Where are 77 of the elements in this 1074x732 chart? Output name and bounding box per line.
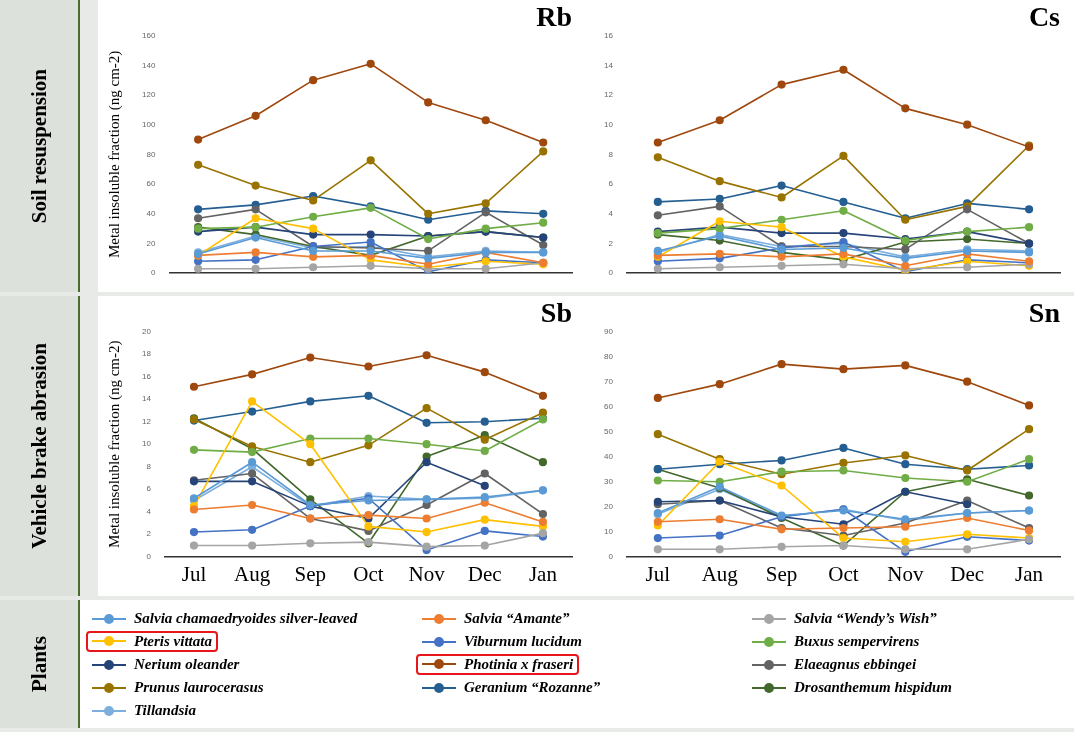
x-tick-label: Jan (1015, 561, 1044, 586)
y-tick-label: 8 (608, 149, 614, 159)
y-tick-label: 12 (141, 416, 152, 426)
x-tick-label: Dec (950, 561, 985, 586)
y-tick-label: 10 (603, 526, 614, 536)
y-tick-label: 80 (146, 149, 156, 159)
legend-title: Plants (26, 635, 52, 692)
y-tick-label: 14 (141, 394, 152, 404)
legend-label: Salvia chamaedryoides silver-leaved (134, 610, 358, 627)
x-tick-label: Sep (765, 561, 798, 586)
highlight-outline: Pteris vittata (86, 630, 218, 653)
y-tick-label: 30 (603, 476, 614, 486)
y-tick-label: 10 (603, 119, 614, 129)
legend-label: Nerium oleander (134, 656, 240, 673)
x-tick-label: Oct (828, 561, 859, 586)
y-tick-label: 160 (141, 30, 156, 40)
legend-label: Buxus sempervirens (794, 633, 920, 650)
y-tick-label: 14 (603, 60, 614, 70)
x-tick-label: Jul (181, 561, 207, 586)
y-tick-label: 20 (603, 501, 614, 511)
y-axis-title: Metal insoluble fraction (ng cm-2) (105, 340, 123, 548)
y-tick-label: 18 (141, 349, 152, 359)
legend-label: Geranium “Rozanne” (464, 679, 601, 696)
x-tick-label: Sep (294, 561, 327, 586)
legend-label: Elaeagnus ebbingei (794, 656, 917, 673)
legend-label: Prunus laurocerasus (134, 679, 264, 696)
y-tick-label: 16 (603, 30, 614, 40)
legend-label: Drosanthemum hispidum (794, 679, 952, 696)
x-tick-label: Aug (701, 561, 739, 586)
x-tick-label: Nov (408, 561, 446, 586)
y-tick-label: 0 (146, 552, 152, 561)
chart-title: Cs (1028, 1, 1061, 33)
y-tick-label: 50 (603, 426, 614, 436)
y-tick-label: 2 (608, 238, 614, 248)
x-tick-label: Nov (887, 561, 924, 586)
legend-label: Tillandsia (134, 702, 196, 719)
y-tick-label: 140 (141, 60, 156, 70)
legend-label: Viburnum lucidum (464, 633, 582, 650)
text: Soil resuspension (26, 68, 52, 224)
y-tick-label: 10 (141, 439, 152, 449)
y-tick-label: 70 (603, 376, 614, 386)
y-tick-label: 90 (603, 326, 614, 336)
y-axis-title: Metal insoluble fraction (ng cm-2) (105, 50, 123, 259)
y-tick-label: 12 (603, 90, 614, 100)
y-tick-label: 20 (141, 326, 152, 336)
y-tick-label: 4 (608, 209, 614, 218)
highlight-outline: Photinia x fraseri (416, 653, 580, 676)
y-tick-label: 16 (141, 371, 152, 381)
y-tick-label: 100 (141, 119, 156, 129)
y-tick-label: 4 (146, 506, 152, 516)
text: Vehicle brake abrasion (26, 343, 52, 549)
legend-label: Salvia “Amante” (464, 610, 570, 627)
x-tick-label: Jul (645, 561, 671, 586)
y-tick-label: 60 (146, 179, 156, 189)
x-tick-label: Oct (353, 561, 384, 586)
legend-label: Salvia “Wendy’s Wish” (794, 610, 937, 627)
x-tick-label: Dec (467, 561, 502, 586)
y-tick-label: 20 (146, 238, 156, 248)
x-tick-label: Jan (528, 561, 558, 586)
y-tick-label: 0 (608, 552, 614, 561)
y-tick-label: 6 (608, 179, 614, 189)
y-tick-label: 40 (146, 209, 156, 218)
y-tick-label: 60 (603, 401, 614, 411)
legend-label: Pteris vittata (134, 632, 212, 650)
chart-title: Rb (536, 1, 572, 33)
chart-title: Sn (1028, 297, 1061, 329)
y-tick-label: 6 (146, 484, 152, 494)
y-tick-label: 120 (141, 90, 156, 100)
legend-label: Photinia x fraseri (464, 655, 574, 673)
y-tick-label: 0 (608, 268, 614, 278)
chart-title: Sb (540, 297, 572, 329)
y-tick-label: 40 (603, 451, 614, 461)
y-tick-label: 8 (146, 461, 152, 471)
y-tick-label: 80 (603, 351, 614, 361)
y-tick-label: 2 (146, 529, 152, 539)
y-tick-label: 0 (150, 268, 156, 278)
x-tick-label: Aug (234, 561, 271, 586)
